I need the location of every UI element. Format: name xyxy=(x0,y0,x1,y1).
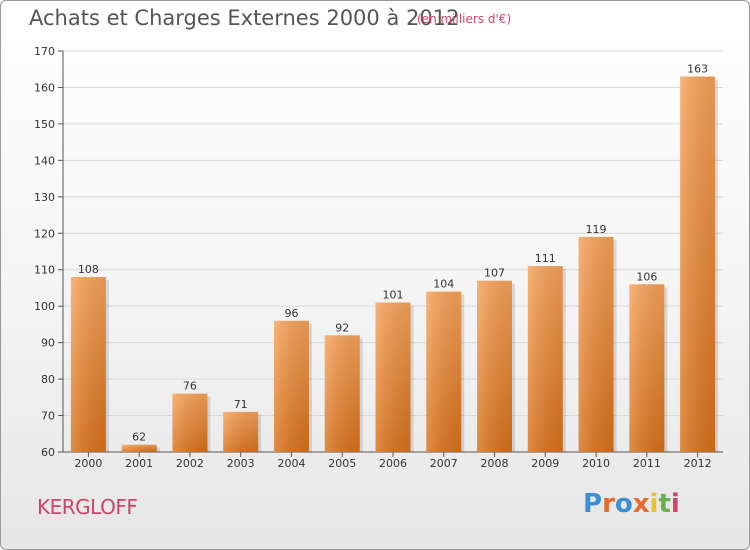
bar-highlight xyxy=(273,320,309,452)
x-tick-label-2003: 2003 xyxy=(227,457,255,470)
y-tick-label: 100 xyxy=(34,300,55,313)
x-tick-label-2001: 2001 xyxy=(125,457,153,470)
y-tick-label: 80 xyxy=(41,373,55,386)
logo-letter: o xyxy=(614,489,633,519)
data-label-2012: 163 xyxy=(687,63,708,76)
data-label-2011: 106 xyxy=(636,270,657,283)
logo-letter: x xyxy=(632,489,650,519)
data-label-2006: 101 xyxy=(383,289,404,302)
bar-highlight xyxy=(477,280,513,452)
data-label-2004: 96 xyxy=(284,307,298,320)
bar-highlight xyxy=(629,284,665,452)
x-tick-label-2004: 2004 xyxy=(277,457,305,470)
y-tick-label: 140 xyxy=(34,154,55,167)
data-label-2003: 71 xyxy=(234,398,248,411)
x-tick-label-2011: 2011 xyxy=(633,457,661,470)
bar-highlight xyxy=(121,444,157,452)
data-label-2002: 76 xyxy=(183,380,197,393)
bar-highlight xyxy=(426,291,462,452)
x-tick-label-2007: 2007 xyxy=(430,457,458,470)
logo-letter: P xyxy=(583,489,603,519)
x-tick-label-2008: 2008 xyxy=(481,457,509,470)
x-tick-label-2000: 2000 xyxy=(74,457,102,470)
proxiti-logo: Proxiti xyxy=(583,489,680,519)
logo-letter: i xyxy=(670,489,680,519)
data-label-2010: 119 xyxy=(586,223,607,236)
data-label-2005: 92 xyxy=(335,321,349,334)
logo-letter: r xyxy=(602,489,615,519)
logo-letter: t xyxy=(658,489,671,519)
bar-highlight xyxy=(375,302,411,452)
y-tick-label: 150 xyxy=(34,118,55,131)
x-tick-label-2005: 2005 xyxy=(328,457,356,470)
x-tick-label-2002: 2002 xyxy=(176,457,204,470)
data-label-2007: 104 xyxy=(433,278,454,291)
data-label-2000: 108 xyxy=(78,263,99,276)
y-tick-label: 130 xyxy=(34,191,55,204)
y-tick-label: 170 xyxy=(34,45,55,58)
x-tick-label-2010: 2010 xyxy=(582,457,610,470)
data-label-2008: 107 xyxy=(484,267,505,280)
bar-highlight xyxy=(680,76,716,452)
y-tick-label: 70 xyxy=(41,410,55,423)
bar-highlight xyxy=(324,335,360,452)
chart-title: Achats et Charges Externes 2000 à 2012 xyxy=(29,6,460,30)
y-tick-label: 110 xyxy=(34,264,55,277)
bar-highlight xyxy=(223,411,259,452)
y-tick-label: 90 xyxy=(41,337,55,350)
bar-highlight xyxy=(172,393,208,452)
commune-name: KERGLOFF xyxy=(37,495,138,519)
logo-letter: i xyxy=(649,489,659,519)
bar-highlight xyxy=(527,266,563,452)
x-tick-label-2012: 2012 xyxy=(684,457,712,470)
y-tick-label: 60 xyxy=(41,446,55,459)
y-tick-label: 160 xyxy=(34,81,55,94)
bar-highlight xyxy=(70,277,106,452)
bar-highlight xyxy=(578,236,614,452)
data-label-2009: 111 xyxy=(535,252,556,265)
y-tick-label: 120 xyxy=(34,227,55,240)
data-label-2001: 62 xyxy=(132,431,146,444)
x-tick-label-2009: 2009 xyxy=(531,457,559,470)
x-tick-label-2006: 2006 xyxy=(379,457,407,470)
chart-subtitle: (en milliers d'€) xyxy=(417,12,512,26)
